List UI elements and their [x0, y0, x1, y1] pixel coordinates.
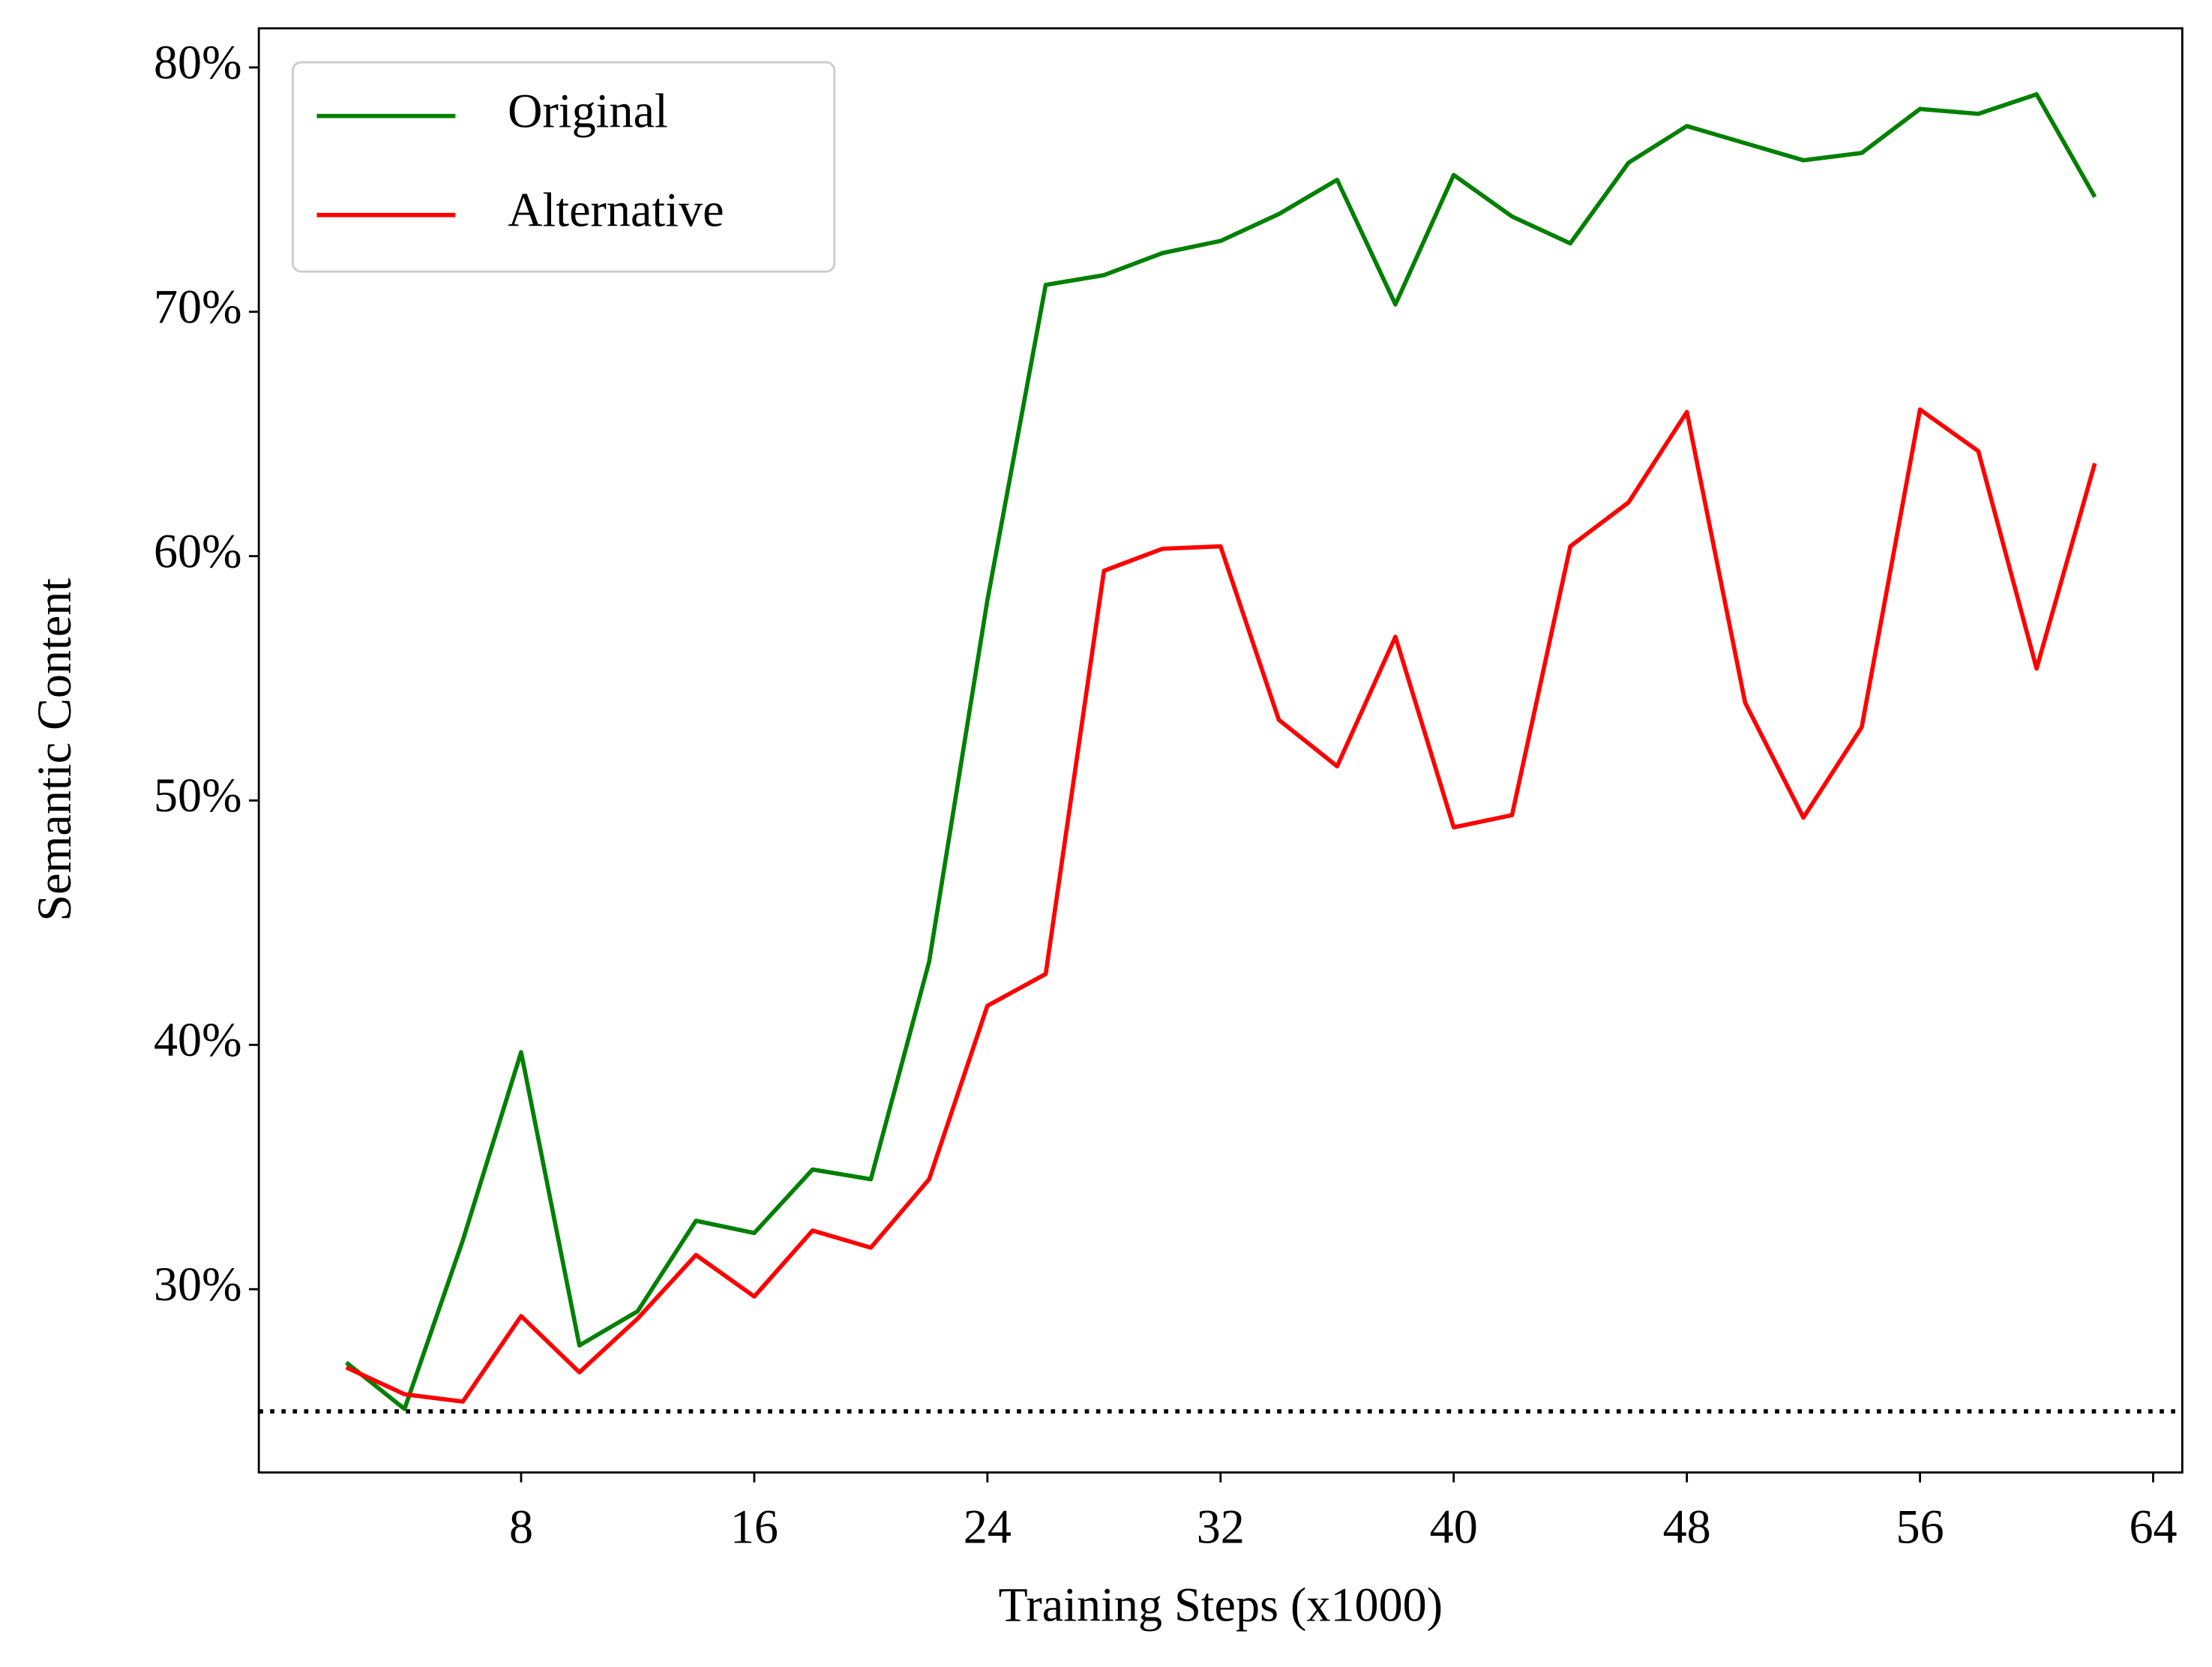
x-tick-label: 32 [1197, 1501, 1245, 1554]
y-tick-label: 40% [154, 1013, 242, 1066]
x-tick-label: 56 [1896, 1501, 1944, 1554]
series-line [345, 91, 2097, 1411]
y-axis-label: Semantic Content [28, 578, 81, 922]
y-tick-label: 70% [154, 280, 242, 333]
series-line [345, 407, 2097, 1404]
x-tick-label: 48 [1663, 1501, 1711, 1554]
x-tick-label: 24 [964, 1501, 1012, 1554]
legend-label: Original [508, 84, 668, 137]
x-tick-label: 64 [2129, 1501, 2177, 1554]
legend: Original Alternative [292, 61, 836, 273]
legend-label: Alternative [508, 183, 724, 236]
y-tick-label: 50% [154, 769, 242, 822]
x-tick-label: 40 [1430, 1501, 1478, 1554]
plot-frame [257, 27, 2184, 1474]
y-tick-label: 80% [154, 36, 242, 89]
y-tick-label: 30% [154, 1258, 242, 1311]
x-tick-label: 16 [730, 1501, 778, 1554]
x-tick-label: 8 [509, 1501, 533, 1554]
x-axis-label: Training Steps (x1000) [998, 1578, 1443, 1631]
y-tick-label: 60% [154, 524, 242, 577]
